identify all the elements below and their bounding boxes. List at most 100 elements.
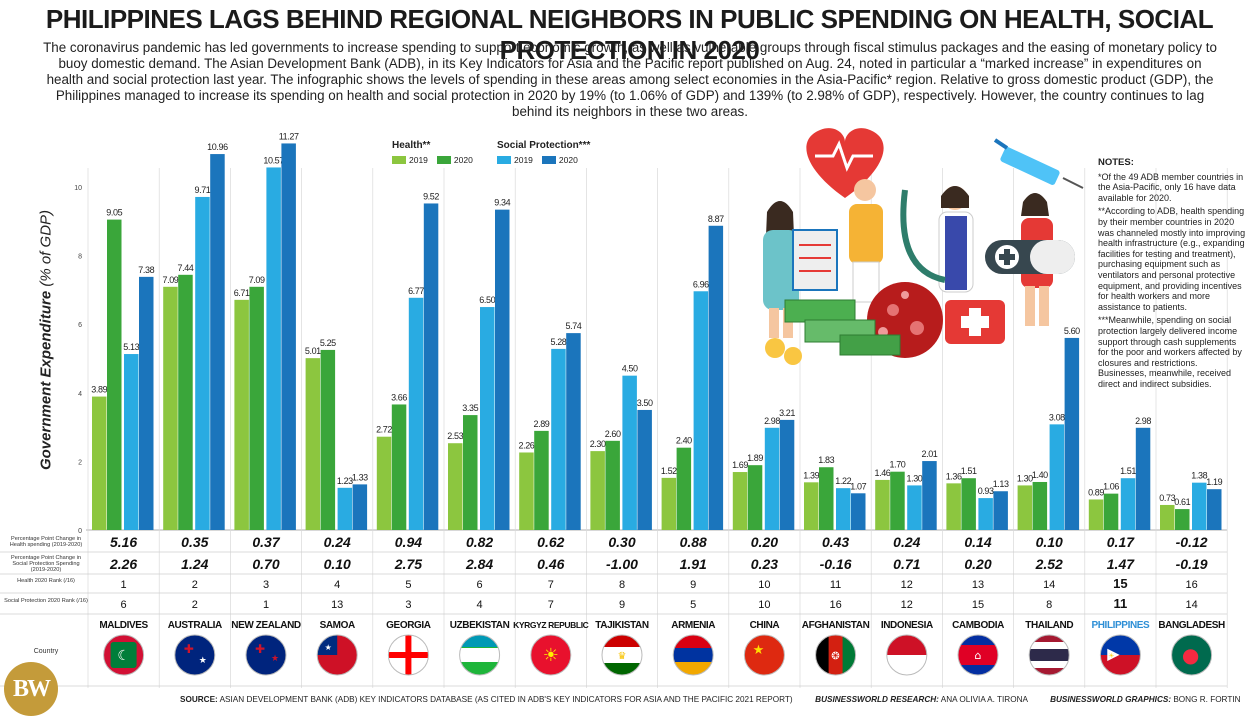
- country-name: INDONESIA: [881, 620, 933, 631]
- health-rank-value: 11: [830, 579, 841, 591]
- bar-value-label: 1.36: [946, 471, 962, 481]
- sp-change-value: 2.75: [394, 556, 422, 572]
- bar-value-label: 2.98: [1135, 416, 1151, 426]
- bar-value-label: 5.60: [1064, 326, 1080, 336]
- armenia-flag-icon: [673, 635, 714, 675]
- sp-rank-value: 11: [1114, 596, 1128, 611]
- note-2: **According to ADB, health spending by t…: [1098, 206, 1246, 312]
- bar-value-label: 1.51: [961, 466, 977, 476]
- legend-label-health-2019: 2019: [409, 155, 428, 165]
- sp-rank-value: 7: [548, 599, 554, 611]
- bar-sp-2020: [281, 143, 296, 530]
- flag-part: ★: [753, 643, 765, 658]
- cambodia-flag-icon: ⌂: [958, 635, 998, 675]
- health-rank-value: 3: [263, 579, 269, 591]
- bar-health-2019: [163, 286, 178, 530]
- bar-health-2019: [1160, 504, 1175, 530]
- china-flag-icon: ★: [744, 635, 785, 675]
- bar-sp-2020: [210, 154, 225, 530]
- bar-health-2019: [448, 443, 463, 530]
- footer-credits: SOURCE: ASIAN DEVELOPMENT BANK (ADB) KEY…: [180, 695, 1241, 704]
- flag-ring: [1171, 634, 1213, 676]
- sp-change-value: 0.46: [537, 556, 564, 572]
- bar-value-label: 1.39: [803, 470, 819, 480]
- bar-value-label: 2.89: [533, 419, 549, 429]
- legend-health: Health** 2019 2020: [392, 140, 473, 165]
- y-axis-title: Government Expenditure: [37, 290, 55, 471]
- flag-part: [1171, 635, 1212, 675]
- sp-rank-value: 2: [192, 599, 198, 611]
- bar-sp-2019: [195, 196, 210, 530]
- bar-health-2020: [391, 404, 407, 530]
- flag-ring: [245, 634, 287, 676]
- flag-part: [1029, 635, 1070, 642]
- bar-sp-2020: [1064, 337, 1080, 530]
- sp-change-value: 0.71: [893, 556, 920, 572]
- health-rank-value: 15: [1113, 576, 1127, 591]
- notes-title: NOTES:: [1098, 157, 1134, 168]
- source-label: SOURCE:: [180, 695, 218, 704]
- note-3: ***Meanwhile, spending on social protect…: [1098, 315, 1242, 389]
- health-rank-value: 9: [690, 579, 696, 591]
- country-name: BANGLADESH: [1158, 620, 1225, 631]
- sp-change-value: 0.10: [324, 556, 351, 572]
- bar-value-label: 1.30: [906, 473, 922, 483]
- flag-part: ☀: [543, 645, 559, 666]
- bar-health-2020: [1103, 493, 1119, 530]
- bar-sp-2020: [637, 409, 652, 530]
- y-tick-label: 4: [78, 391, 82, 398]
- bar-value-label: 3.35: [462, 403, 478, 413]
- flag-part: ★: [271, 654, 279, 664]
- bar-health-2019: [92, 396, 107, 530]
- maldives-flag-icon: ☾: [103, 635, 144, 675]
- bar-value-label: 1.19: [1206, 477, 1222, 487]
- sp-change-value: 0.23: [751, 556, 778, 572]
- bar-sp-2019: [266, 167, 281, 530]
- health-change-value: 0.35: [181, 534, 208, 550]
- bar-health-2019: [946, 483, 961, 530]
- health-rank-value: 5: [405, 579, 411, 591]
- health-change-value: 0.10: [1036, 534, 1063, 550]
- pill-icon: [985, 240, 1075, 274]
- bar-value-label: 3.89: [91, 385, 107, 395]
- bar-value-label: 1.07: [850, 481, 866, 491]
- sp-change-value: 2.26: [109, 556, 137, 572]
- bar-health-2020: [605, 440, 620, 530]
- bar-sp-2019: [1120, 478, 1136, 530]
- flag-part: ✚: [255, 642, 265, 656]
- health-rank-value: 2: [192, 579, 198, 591]
- flag-part: [1029, 649, 1070, 661]
- health-change-value: 0.30: [608, 534, 635, 550]
- bar-value-label: 3.21: [779, 408, 795, 418]
- flag-ring: [1099, 634, 1141, 676]
- sp-change-value: 1.91: [680, 556, 707, 572]
- bar-health-2019: [305, 358, 321, 530]
- bar-value-label: 9.05: [106, 208, 122, 218]
- country-name: AUSTRALIA: [168, 620, 222, 631]
- country-name: ARMENIA: [671, 620, 715, 631]
- flag-ring: [601, 634, 643, 676]
- bar-value-label: 5.01: [305, 346, 321, 356]
- bar-value-label: 0.61: [1174, 497, 1190, 507]
- sp-change-value: 1.47: [1107, 556, 1135, 572]
- flag-part: [1029, 668, 1070, 675]
- flag-part: [1100, 635, 1141, 655]
- legend-social-protection: Social Protection*** 2019 2020: [497, 140, 590, 165]
- flag-part: ☀: [1108, 652, 1114, 660]
- health-rank-value: 12: [901, 579, 913, 591]
- bar-health-2019: [234, 299, 249, 530]
- bar-health-2020: [320, 349, 336, 530]
- doctor-figure-icon: [763, 201, 838, 338]
- row-label-sp-change: Percentage Point Change in Social Protec…: [11, 555, 81, 574]
- bar-sp-2019: [907, 485, 922, 530]
- bar-health-2019: [875, 479, 890, 530]
- health-rank-value: 14: [1043, 579, 1055, 591]
- page-title: PHILIPPINES LAGS BEHIND REGIONAL NEIGHBO…: [45, 4, 1214, 65]
- bar-value-label: 0.89: [1088, 487, 1104, 497]
- bar-sp-2019: [408, 297, 424, 530]
- bar-value-label: 3.08: [1049, 412, 1065, 422]
- country-name: UZBEKISTAN: [450, 620, 510, 631]
- sp-change-value: 2.84: [465, 556, 493, 572]
- bar-health-2019: [732, 472, 748, 530]
- research-label: BUSINESSWORLD RESEARCH:: [815, 695, 939, 704]
